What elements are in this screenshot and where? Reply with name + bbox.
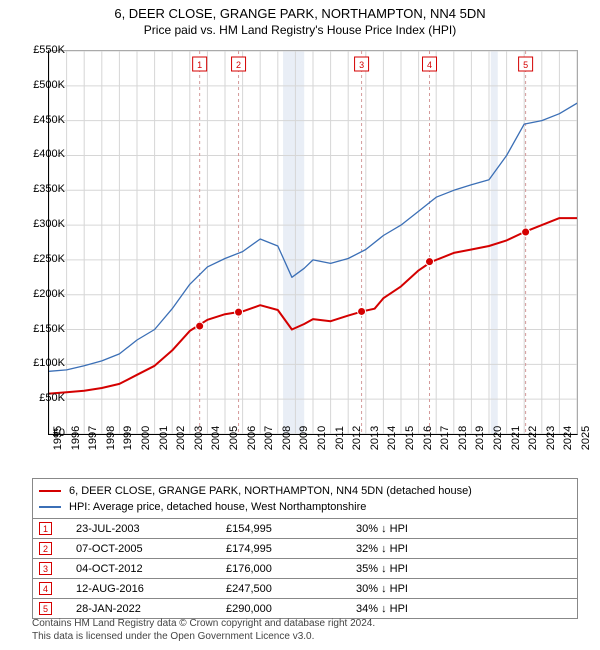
sale-pct: 30% ↓ HPI — [356, 583, 516, 595]
x-axis-label: 2005 — [228, 426, 240, 450]
x-axis-label: 1998 — [105, 426, 117, 450]
chart-container: 6, DEER CLOSE, GRANGE PARK, NORTHAMPTON,… — [0, 0, 600, 650]
x-axis-label: 2017 — [439, 426, 451, 450]
x-axis-label: 1996 — [70, 426, 82, 450]
footer-line2: This data is licensed under the Open Gov… — [32, 630, 375, 643]
sale-date: 28-JAN-2022 — [76, 603, 226, 615]
y-axis-label: £350K — [23, 183, 65, 195]
y-axis-label: £300K — [23, 218, 65, 230]
x-axis-label: 2010 — [316, 426, 328, 450]
y-axis-label: £250K — [23, 253, 65, 265]
x-axis-label: 2007 — [263, 426, 275, 450]
svg-text:4: 4 — [427, 60, 432, 70]
x-axis-label: 2015 — [404, 426, 416, 450]
x-axis-label: 2006 — [246, 426, 258, 450]
sales-table: 123-JUL-2003£154,99530% ↓ HPI207-OCT-200… — [32, 518, 578, 619]
footer-line1: Contains HM Land Registry data © Crown c… — [32, 617, 375, 630]
footer-attribution: Contains HM Land Registry data © Crown c… — [32, 617, 375, 643]
x-axis-label: 2016 — [422, 426, 434, 450]
sale-marker-5: 5 — [39, 602, 52, 615]
x-axis-label: 1999 — [122, 426, 134, 450]
sale-price: £174,995 — [226, 543, 356, 555]
sale-price: £176,000 — [226, 563, 356, 575]
legend-swatch-property — [39, 490, 61, 492]
x-axis-label: 1997 — [87, 426, 99, 450]
y-axis-label: £450K — [23, 114, 65, 126]
x-axis-label: 2018 — [457, 426, 469, 450]
x-axis-label: 2013 — [369, 426, 381, 450]
table-row: 1 23-JUL-2003£154,99530% ↓ HPI — [33, 519, 577, 539]
sale-price: £290,000 — [226, 603, 356, 615]
legend-row-property: 6, DEER CLOSE, GRANGE PARK, NORTHAMPTON,… — [39, 483, 571, 499]
x-axis-label: 2020 — [492, 426, 504, 450]
sale-date: 12-AUG-2016 — [76, 583, 226, 595]
x-axis-label: 2004 — [210, 426, 222, 450]
x-axis-label: 2023 — [545, 426, 557, 450]
x-axis-label: 2019 — [474, 426, 486, 450]
x-axis-label: 2008 — [281, 426, 293, 450]
chart-plot-area: 1 2 3 4 5 — [48, 50, 578, 435]
y-axis-label: £550K — [23, 44, 65, 56]
table-row: 2 07-OCT-2005£174,99532% ↓ HPI — [33, 539, 577, 559]
table-row: 4 12-AUG-2016£247,50030% ↓ HPI — [33, 579, 577, 599]
svg-text:1: 1 — [197, 60, 202, 70]
chart-svg: 1 2 3 4 5 — [49, 51, 577, 434]
x-axis-label: 2001 — [158, 426, 170, 450]
x-axis-label: 2025 — [580, 426, 592, 450]
y-axis-label: £400K — [23, 148, 65, 160]
svg-text:5: 5 — [523, 60, 528, 70]
sale-date: 07-OCT-2005 — [76, 543, 226, 555]
x-axis-label: 2002 — [175, 426, 187, 450]
sale-date: 04-OCT-2012 — [76, 563, 226, 575]
sale-price: £247,500 — [226, 583, 356, 595]
x-axis-label: 2011 — [334, 426, 346, 450]
x-axis-label: 2009 — [298, 426, 310, 450]
x-axis-label: 2014 — [386, 426, 398, 450]
table-row: 3 04-OCT-2012£176,00035% ↓ HPI — [33, 559, 577, 579]
legend-box: 6, DEER CLOSE, GRANGE PARK, NORTHAMPTON,… — [32, 478, 578, 520]
sale-marker-4: 4 — [39, 582, 52, 595]
x-axis-label: 1995 — [52, 426, 64, 450]
title-subtitle: Price paid vs. HM Land Registry's House … — [0, 23, 600, 37]
x-axis-label: 2024 — [562, 426, 574, 450]
svg-text:2: 2 — [236, 60, 241, 70]
legend-swatch-hpi — [39, 506, 61, 508]
sale-pct: 35% ↓ HPI — [356, 563, 516, 575]
legend-row-hpi: HPI: Average price, detached house, West… — [39, 499, 571, 515]
sale-pct: 32% ↓ HPI — [356, 543, 516, 555]
y-axis-label: £50K — [23, 392, 65, 404]
x-axis-label: 2012 — [351, 426, 363, 450]
sale-pct: 30% ↓ HPI — [356, 523, 516, 535]
x-axis-label: 2003 — [193, 426, 205, 450]
x-axis-label: 2022 — [527, 426, 539, 450]
sale-date: 23-JUL-2003 — [76, 523, 226, 535]
y-axis-label: £100K — [23, 357, 65, 369]
x-axis-label: 2000 — [140, 426, 152, 450]
sale-marker-1: 1 — [39, 522, 52, 535]
y-axis-label: £500K — [23, 79, 65, 91]
sale-price: £154,995 — [226, 523, 356, 535]
svg-text:3: 3 — [359, 60, 364, 70]
y-axis-label: £150K — [23, 323, 65, 335]
y-axis-label: £200K — [23, 288, 65, 300]
x-axis-label: 2021 — [510, 426, 522, 450]
sale-marker-3: 3 — [39, 562, 52, 575]
table-row: 5 28-JAN-2022£290,00034% ↓ HPI — [33, 599, 577, 619]
title-address: 6, DEER CLOSE, GRANGE PARK, NORTHAMPTON,… — [0, 6, 600, 21]
legend-label-hpi: HPI: Average price, detached house, West… — [69, 501, 366, 513]
title-block: 6, DEER CLOSE, GRANGE PARK, NORTHAMPTON,… — [0, 0, 600, 37]
sale-marker-2: 2 — [39, 542, 52, 555]
sale-pct: 34% ↓ HPI — [356, 603, 516, 615]
legend-label-property: 6, DEER CLOSE, GRANGE PARK, NORTHAMPTON,… — [69, 485, 472, 497]
